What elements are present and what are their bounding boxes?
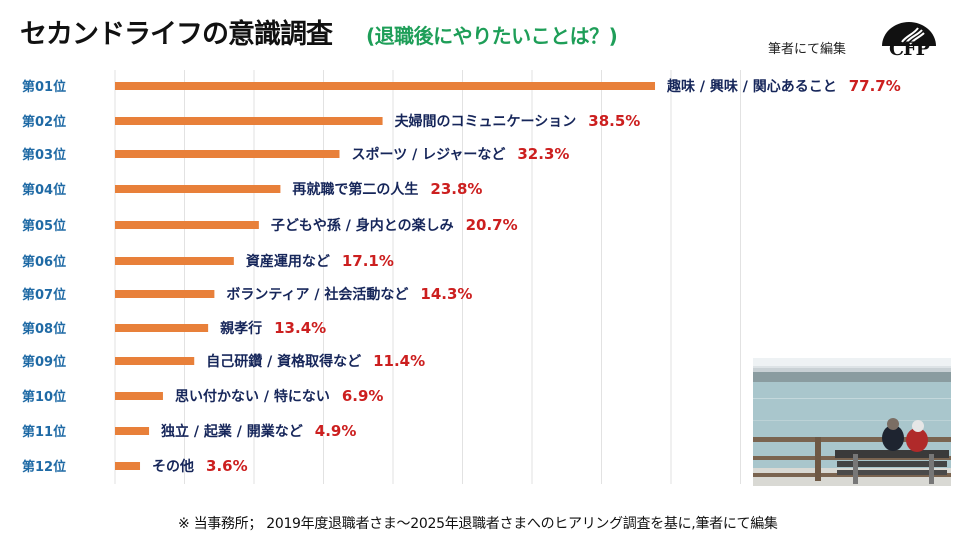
bar	[115, 462, 141, 470]
value-label: 13.4%	[274, 319, 326, 337]
cfp-logo: CFP	[876, 22, 942, 60]
rank-label: 第03位	[22, 147, 66, 163]
category-name: 親孝行	[220, 320, 262, 337]
bar	[115, 82, 656, 90]
bar	[115, 392, 163, 400]
category-name: ボランティア / 社会活動など	[226, 286, 408, 303]
grid-lines	[114, 70, 741, 484]
bar-label: 子どもや孫 / 身内との楽しみ 20.7%	[271, 216, 518, 234]
category-name: 独立 / 起業 / 開業など	[161, 423, 303, 440]
bar	[115, 427, 150, 435]
bar	[115, 185, 281, 193]
value-label: 11.4%	[373, 352, 425, 370]
bar-label: その他 3.6%	[152, 457, 248, 475]
bars	[115, 82, 656, 470]
category-name: 自己研鑽 / 資格取得など	[206, 353, 361, 370]
bar-label: 自己研鑽 / 資格取得など 11.4%	[206, 352, 425, 370]
rank-labels: 第01位第02位第03位第04位第05位第06位第07位第08位第09位第10位…	[22, 79, 66, 475]
rank-label: 第01位	[22, 79, 66, 95]
bar	[115, 221, 259, 229]
category-name: 子どもや孫 / 身内との楽しみ	[271, 217, 454, 234]
bar	[115, 324, 209, 332]
category-name: 趣味 / 興味 / 関心あること	[666, 78, 837, 95]
value-label: 32.3%	[517, 145, 569, 163]
cfp-logo-text: CFP	[889, 38, 930, 60]
rank-label: 第10位	[22, 389, 66, 405]
value-label: 4.9%	[315, 422, 357, 440]
bar	[115, 290, 215, 298]
bar-label: 再就職で第二の人生 23.8%	[292, 180, 482, 198]
value-label: 38.5%	[588, 112, 640, 130]
rank-label: 第02位	[22, 114, 66, 130]
bar-label: 夫婦間のコミュニケーション 38.5%	[395, 112, 641, 130]
category-name: その他	[152, 458, 194, 475]
bar-label: 独立 / 起業 / 開業など 4.9%	[161, 422, 356, 440]
value-label: 17.1%	[342, 252, 394, 270]
bar	[115, 117, 383, 125]
rank-label: 第06位	[22, 254, 66, 270]
page-title: セカンドライフの意識調査	[20, 19, 333, 50]
rank-label: 第04位	[22, 182, 66, 198]
rank-label: 第09位	[22, 354, 66, 370]
value-label: 77.7%	[849, 77, 901, 95]
rank-label: 第05位	[22, 218, 66, 234]
bar-label: 親孝行 13.4%	[220, 319, 326, 337]
category-name: 夫婦間のコミュニケーション	[395, 113, 577, 130]
source-footnote: ※ 当事務所； 2019年度退職者さま～2025年退職者さまへのヒアリング調査を…	[178, 516, 778, 532]
bar-label: 資産運用など 17.1%	[246, 252, 394, 270]
bar-label: ボランティア / 社会活動など 14.3%	[226, 285, 472, 303]
bar	[115, 357, 195, 365]
value-label: 20.7%	[466, 216, 518, 234]
rank-label: 第11位	[22, 424, 66, 440]
value-label: 23.8%	[430, 180, 482, 198]
category-name: スポーツ / レジャーなど	[351, 146, 505, 163]
bar	[115, 257, 234, 265]
value-label: 14.3%	[420, 285, 472, 303]
page-subtitle: (退職後にやりたいことは？)	[366, 24, 618, 48]
bar	[115, 150, 340, 158]
bar-label: 思い付かない / 特にない 6.9%	[175, 387, 383, 405]
rank-label: 第12位	[22, 459, 66, 475]
bar-label: スポーツ / レジャーなど 32.3%	[351, 145, 569, 163]
rank-label: 第07位	[22, 287, 66, 303]
category-name: 資産運用など	[246, 253, 330, 270]
bar-label: 趣味 / 興味 / 関心あること 77.7%	[666, 77, 901, 95]
seaside-couple-photo	[753, 358, 951, 486]
category-name: 再就職で第二の人生	[292, 181, 418, 198]
value-label: 6.9%	[342, 387, 384, 405]
cfp-flame-icon	[882, 22, 936, 46]
value-label: 3.6%	[206, 457, 248, 475]
category-name: 思い付かない / 特にない	[175, 388, 330, 405]
rank-label: 第08位	[22, 321, 66, 337]
category-labels: 趣味 / 興味 / 関心あること 77.7% 夫婦間のコミュニケーション 38.5% ス…	[152, 77, 901, 475]
edited-by-note: 筆者にて編集	[768, 42, 847, 57]
